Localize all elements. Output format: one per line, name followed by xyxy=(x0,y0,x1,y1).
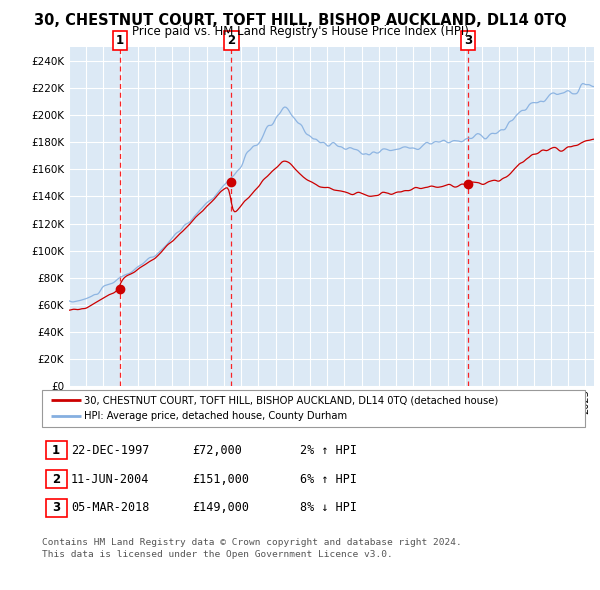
Text: 2: 2 xyxy=(227,34,236,47)
Text: 22-DEC-1997: 22-DEC-1997 xyxy=(71,444,149,457)
Text: 05-MAR-2018: 05-MAR-2018 xyxy=(71,502,149,514)
Text: 8% ↓ HPI: 8% ↓ HPI xyxy=(300,502,357,514)
Text: 30, CHESTNUT COURT, TOFT HILL, BISHOP AUCKLAND, DL14 0TQ: 30, CHESTNUT COURT, TOFT HILL, BISHOP AU… xyxy=(34,13,566,28)
Text: 3: 3 xyxy=(464,34,472,47)
Text: 6% ↑ HPI: 6% ↑ HPI xyxy=(300,473,357,486)
Text: 3: 3 xyxy=(52,502,60,514)
Text: HPI: Average price, detached house, County Durham: HPI: Average price, detached house, Coun… xyxy=(84,411,347,421)
Text: £149,000: £149,000 xyxy=(192,502,249,514)
Text: Contains HM Land Registry data © Crown copyright and database right 2024.
This d: Contains HM Land Registry data © Crown c… xyxy=(42,538,462,559)
Text: 1: 1 xyxy=(52,444,60,457)
Text: £72,000: £72,000 xyxy=(192,444,242,457)
Text: 2: 2 xyxy=(52,473,60,486)
Text: 2% ↑ HPI: 2% ↑ HPI xyxy=(300,444,357,457)
Text: 11-JUN-2004: 11-JUN-2004 xyxy=(71,473,149,486)
Text: £151,000: £151,000 xyxy=(192,473,249,486)
Text: Price paid vs. HM Land Registry's House Price Index (HPI): Price paid vs. HM Land Registry's House … xyxy=(131,25,469,38)
Text: 30, CHESTNUT COURT, TOFT HILL, BISHOP AUCKLAND, DL14 0TQ (detached house): 30, CHESTNUT COURT, TOFT HILL, BISHOP AU… xyxy=(84,395,498,405)
Text: 1: 1 xyxy=(116,34,124,47)
